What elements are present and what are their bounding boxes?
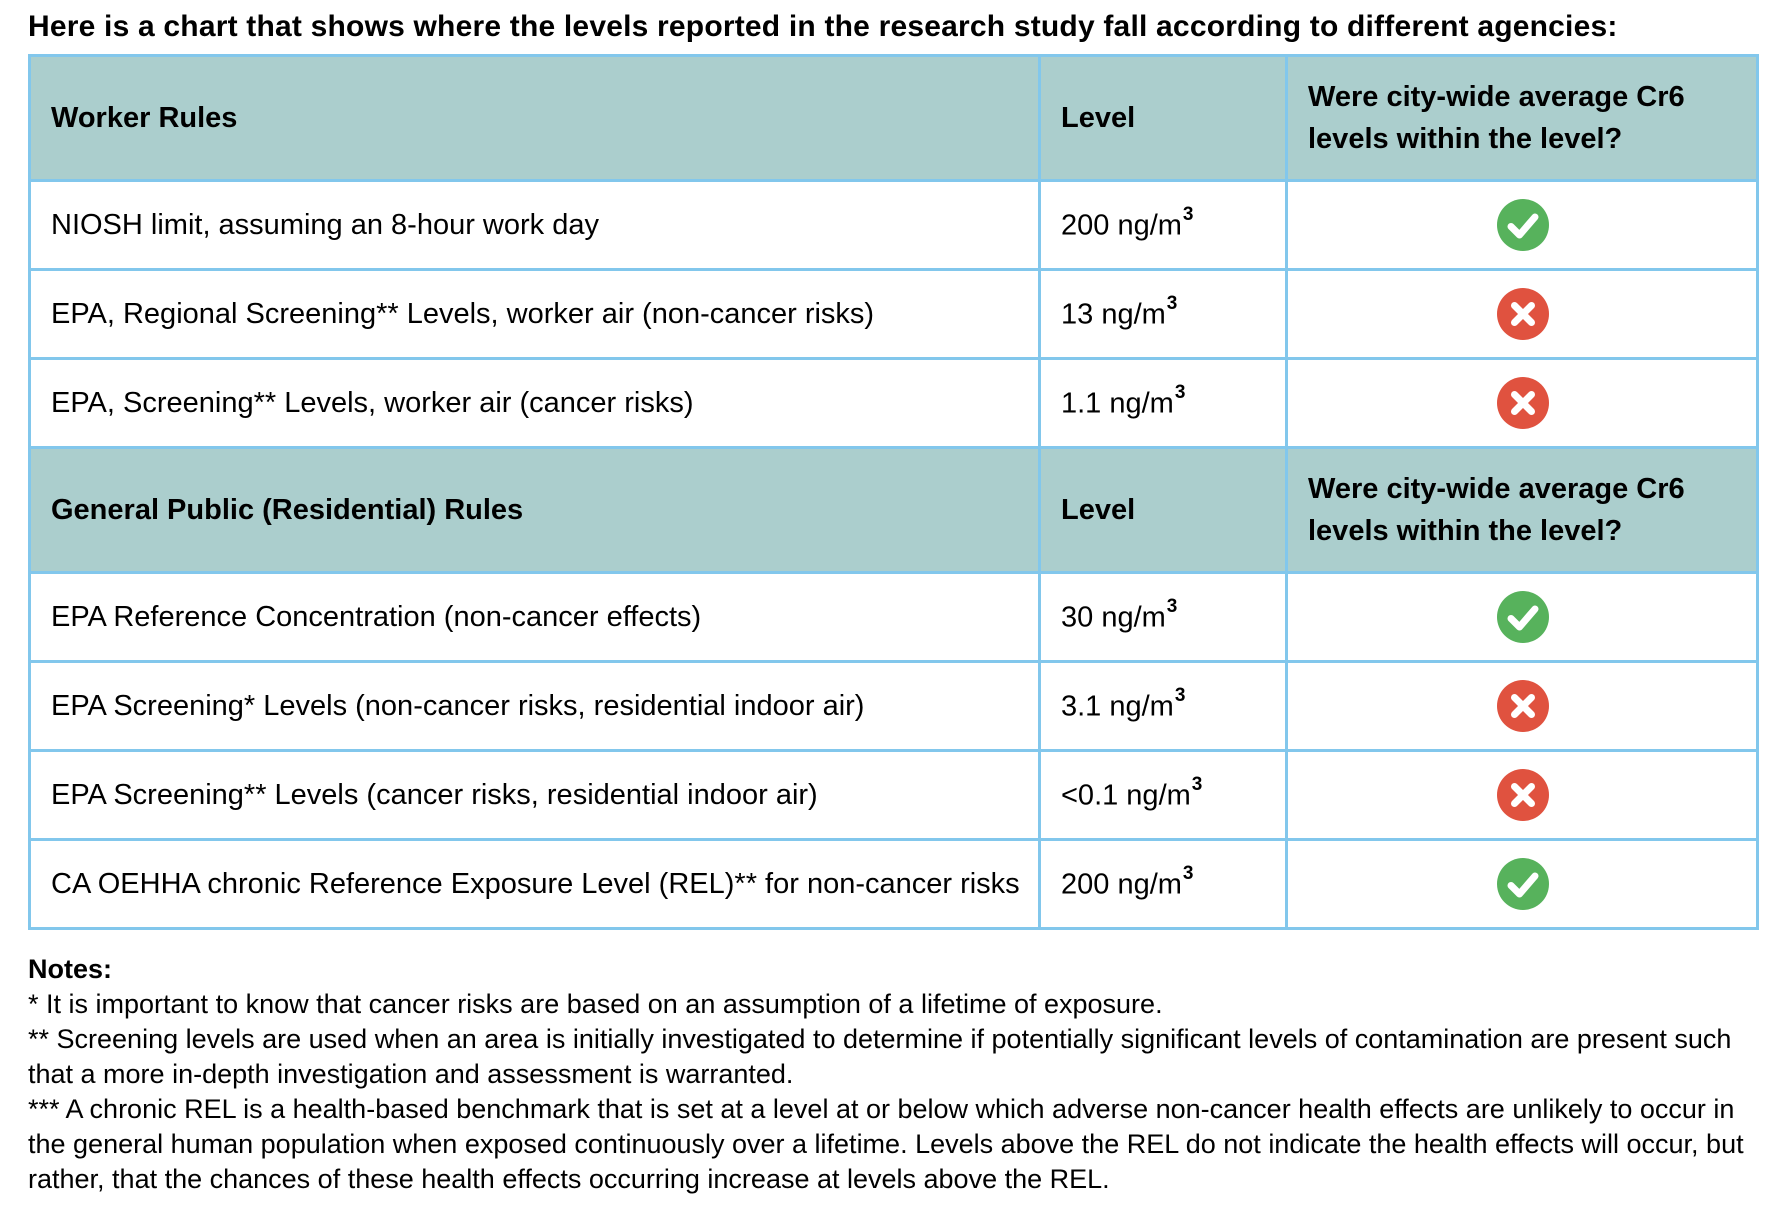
note-item: ** Screening levels are used when an are… <box>28 1024 1732 1089</box>
rule-cell: EPA, Screening** Levels, worker air (can… <box>28 357 1041 449</box>
status-cell <box>1285 571 1759 663</box>
cubic-meter-exponent: 3 <box>1166 292 1178 314</box>
check-icon <box>1497 591 1549 643</box>
cubic-meter-exponent: 3 <box>1191 773 1203 795</box>
rule-cell: NIOSH limit, assuming an 8-hour work day <box>28 179 1041 271</box>
cubic-meter-exponent: 3 <box>1182 203 1194 225</box>
x-icon <box>1497 377 1549 429</box>
level-cell: 3.1 ng/m3 <box>1038 660 1288 752</box>
level-cell: <0.1 ng/m3 <box>1038 749 1288 841</box>
table-row: EPA, Regional Screening** Levels, worker… <box>28 268 1759 360</box>
level-cell: 200 ng/m3 <box>1038 179 1288 271</box>
table-row: NIOSH limit, assuming an 8-hour work day… <box>28 179 1759 271</box>
check-icon <box>1497 858 1549 910</box>
x-icon <box>1497 288 1549 340</box>
notes-items: * It is important to know that cancer ri… <box>28 987 1764 1197</box>
rule-cell: EPA Screening* Levels (non-cancer risks,… <box>28 660 1041 752</box>
cubic-meter-exponent: 3 <box>1174 381 1186 403</box>
section-header-row: General Public (Residential) Rules Level W… <box>28 446 1759 574</box>
status-cell <box>1285 268 1759 360</box>
notes-label: Notes: <box>28 954 113 984</box>
rule-cell: EPA Screening** Levels (cancer risks, re… <box>28 749 1041 841</box>
level-cell: 13 ng/m3 <box>1038 268 1288 360</box>
notes-section: Notes: * It is important to know that ca… <box>28 952 1764 1197</box>
x-icon <box>1497 680 1549 732</box>
table-row: EPA Screening** Levels (cancer risks, re… <box>28 749 1759 841</box>
status-cell <box>1285 749 1759 841</box>
cubic-meter-exponent: 3 <box>1174 684 1186 706</box>
page-title: Here is a chart that shows where the lev… <box>28 10 1618 43</box>
table-row: EPA Screening* Levels (non-cancer risks,… <box>28 660 1759 752</box>
check-icon <box>1497 199 1549 251</box>
cubic-meter-exponent: 3 <box>1166 595 1178 617</box>
table-row: EPA, Screening** Levels, worker air (can… <box>28 357 1759 449</box>
table-row: CA OEHHA chronic Reference Exposure Leve… <box>28 838 1759 930</box>
status-cell <box>1285 357 1759 449</box>
level-header-cell: Level <box>1038 54 1288 182</box>
x-icon <box>1497 769 1549 821</box>
level-cell: 30 ng/m3 <box>1038 571 1288 663</box>
levels-table-body: Worker Rules Level Were city-wide average … <box>28 54 1759 930</box>
status-cell <box>1285 179 1759 271</box>
section-title-cell: Worker Rules <box>28 54 1041 182</box>
rule-cell: EPA, Regional Screening** Levels, worker… <box>28 268 1041 360</box>
table-row: EPA Reference Concentration (non-cancer … <box>28 571 1759 663</box>
section-header-row: Worker Rules Level Were city-wide average … <box>28 54 1759 182</box>
note-item: *** A chronic REL is a health-based benc… <box>28 1094 1744 1194</box>
level-header-cell: Level <box>1038 446 1288 574</box>
rule-cell: CA OEHHA chronic Reference Exposure Leve… <box>28 838 1041 930</box>
rule-cell: EPA Reference Concentration (non-cancer … <box>28 571 1041 663</box>
section-title-cell: General Public (Residential) Rules <box>28 446 1041 574</box>
status-cell <box>1285 838 1759 930</box>
question-header-cell: Were city-wide average Cr6 levels within… <box>1285 54 1759 182</box>
cubic-meter-exponent: 3 <box>1182 862 1194 884</box>
question-header-cell: Were city-wide average Cr6 levels within… <box>1285 446 1759 574</box>
level-cell: 200 ng/m3 <box>1038 838 1288 930</box>
status-cell <box>1285 660 1759 752</box>
level-cell: 1.1 ng/m3 <box>1038 357 1288 449</box>
note-item: * It is important to know that cancer ri… <box>28 989 1163 1019</box>
levels-table: Worker Rules Level Were city-wide average … <box>28 54 1759 930</box>
